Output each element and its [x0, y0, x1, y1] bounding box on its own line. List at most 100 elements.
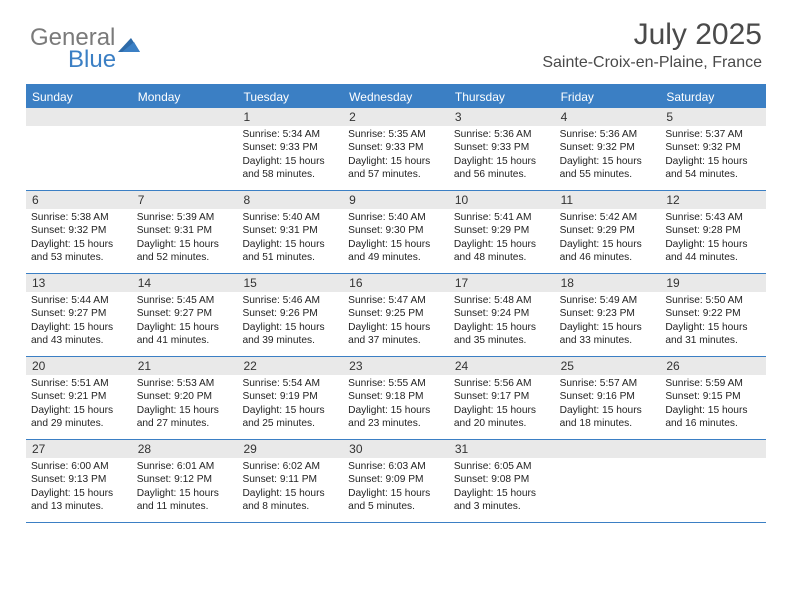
day-cell: 21Sunrise: 5:53 AMSunset: 9:20 PMDayligh… — [132, 357, 238, 439]
day-body: Sunrise: 5:53 AMSunset: 9:20 PMDaylight:… — [132, 375, 238, 435]
day-body: Sunrise: 5:41 AMSunset: 9:29 PMDaylight:… — [449, 209, 555, 269]
day-info-line: Sunset: 9:08 PM — [454, 473, 550, 486]
day-info-line: Sunset: 9:27 PM — [31, 307, 127, 320]
day-number: 10 — [449, 191, 555, 209]
day-body: Sunrise: 5:39 AMSunset: 9:31 PMDaylight:… — [132, 209, 238, 269]
day-cell: 10Sunrise: 5:41 AMSunset: 9:29 PMDayligh… — [449, 191, 555, 273]
day-body: Sunrise: 5:36 AMSunset: 9:32 PMDaylight:… — [555, 126, 661, 186]
day-info-line: Daylight: 15 hours and 43 minutes. — [31, 321, 127, 348]
day-number: 24 — [449, 357, 555, 375]
day-body — [132, 126, 238, 132]
day-cell: 7Sunrise: 5:39 AMSunset: 9:31 PMDaylight… — [132, 191, 238, 273]
day-body — [660, 458, 766, 464]
day-number: 18 — [555, 274, 661, 292]
day-body: Sunrise: 6:00 AMSunset: 9:13 PMDaylight:… — [26, 458, 132, 518]
week-row: 27Sunrise: 6:00 AMSunset: 9:13 PMDayligh… — [26, 440, 766, 523]
day-info-line: Sunset: 9:09 PM — [348, 473, 444, 486]
day-cell: 20Sunrise: 5:51 AMSunset: 9:21 PMDayligh… — [26, 357, 132, 439]
day-info-line: Sunset: 9:28 PM — [665, 224, 761, 237]
day-cell: 3Sunrise: 5:36 AMSunset: 9:33 PMDaylight… — [449, 108, 555, 190]
title-block: July 2025 Sainte-Croix-en-Plaine, France — [542, 18, 762, 72]
day-info-line: Sunrise: 5:36 AM — [454, 128, 550, 141]
day-info-line: Daylight: 15 hours and 54 minutes. — [665, 155, 761, 182]
day-info-line: Sunrise: 6:01 AM — [137, 460, 233, 473]
day-info-line: Sunset: 9:31 PM — [137, 224, 233, 237]
day-body: Sunrise: 6:05 AMSunset: 9:08 PMDaylight:… — [449, 458, 555, 518]
day-number: 20 — [26, 357, 132, 375]
day-info-line: Sunset: 9:25 PM — [348, 307, 444, 320]
day-cell: 28Sunrise: 6:01 AMSunset: 9:12 PMDayligh… — [132, 440, 238, 522]
day-info-line: Sunset: 9:11 PM — [242, 473, 338, 486]
day-info-line: Sunrise: 5:39 AM — [137, 211, 233, 224]
day-info-line: Daylight: 15 hours and 37 minutes. — [348, 321, 444, 348]
day-cell: 2Sunrise: 5:35 AMSunset: 9:33 PMDaylight… — [343, 108, 449, 190]
day-info-line: Sunset: 9:26 PM — [242, 307, 338, 320]
day-info-line: Sunrise: 5:47 AM — [348, 294, 444, 307]
day-info-line: Daylight: 15 hours and 46 minutes. — [560, 238, 656, 265]
day-number: 14 — [132, 274, 238, 292]
day-number: 22 — [237, 357, 343, 375]
day-body: Sunrise: 5:45 AMSunset: 9:27 PMDaylight:… — [132, 292, 238, 352]
month-title: July 2025 — [542, 18, 762, 52]
day-number: 11 — [555, 191, 661, 209]
day-info-line: Daylight: 15 hours and 3 minutes. — [454, 487, 550, 514]
day-info-line: Daylight: 15 hours and 20 minutes. — [454, 404, 550, 431]
day-body: Sunrise: 5:46 AMSunset: 9:26 PMDaylight:… — [237, 292, 343, 352]
logo-icon — [118, 31, 140, 47]
day-info-line: Sunrise: 5:46 AM — [242, 294, 338, 307]
day-body: Sunrise: 5:49 AMSunset: 9:23 PMDaylight:… — [555, 292, 661, 352]
day-header: Friday — [555, 86, 661, 108]
day-cell: 27Sunrise: 6:00 AMSunset: 9:13 PMDayligh… — [26, 440, 132, 522]
day-number: 6 — [26, 191, 132, 209]
page-header: GeneralBlue July 2025 Sainte-Croix-en-Pl… — [0, 0, 792, 80]
day-info-line: Daylight: 15 hours and 23 minutes. — [348, 404, 444, 431]
day-info-line: Daylight: 15 hours and 31 minutes. — [665, 321, 761, 348]
calendar: SundayMondayTuesdayWednesdayThursdayFrid… — [26, 84, 766, 523]
day-number — [132, 108, 238, 126]
day-number: 16 — [343, 274, 449, 292]
day-info-line: Sunset: 9:32 PM — [665, 141, 761, 154]
day-info-line: Sunrise: 5:40 AM — [348, 211, 444, 224]
day-info-line: Daylight: 15 hours and 53 minutes. — [31, 238, 127, 265]
day-info-line: Daylight: 15 hours and 39 minutes. — [242, 321, 338, 348]
day-info-line: Sunset: 9:29 PM — [560, 224, 656, 237]
day-info-line: Sunset: 9:33 PM — [348, 141, 444, 154]
day-cell: 26Sunrise: 5:59 AMSunset: 9:15 PMDayligh… — [660, 357, 766, 439]
day-info-line: Sunrise: 5:45 AM — [137, 294, 233, 307]
week-row: 1Sunrise: 5:34 AMSunset: 9:33 PMDaylight… — [26, 108, 766, 191]
day-info-line: Sunrise: 5:42 AM — [560, 211, 656, 224]
day-info-line: Sunrise: 5:40 AM — [242, 211, 338, 224]
day-number: 3 — [449, 108, 555, 126]
day-header: Saturday — [660, 86, 766, 108]
day-info-line: Daylight: 15 hours and 57 minutes. — [348, 155, 444, 182]
day-cell: 14Sunrise: 5:45 AMSunset: 9:27 PMDayligh… — [132, 274, 238, 356]
day-info-line: Sunrise: 5:49 AM — [560, 294, 656, 307]
day-header: Wednesday — [343, 86, 449, 108]
day-info-line: Sunset: 9:20 PM — [137, 390, 233, 403]
day-body: Sunrise: 6:02 AMSunset: 9:11 PMDaylight:… — [237, 458, 343, 518]
day-body: Sunrise: 5:40 AMSunset: 9:31 PMDaylight:… — [237, 209, 343, 269]
day-number: 15 — [237, 274, 343, 292]
day-info-line: Sunrise: 5:59 AM — [665, 377, 761, 390]
day-info-line: Sunset: 9:29 PM — [454, 224, 550, 237]
day-info-line: Sunrise: 6:03 AM — [348, 460, 444, 473]
day-header: Monday — [132, 86, 238, 108]
day-info-line: Daylight: 15 hours and 56 minutes. — [454, 155, 550, 182]
day-number: 31 — [449, 440, 555, 458]
day-cell: 15Sunrise: 5:46 AMSunset: 9:26 PMDayligh… — [237, 274, 343, 356]
day-body — [555, 458, 661, 464]
day-body: Sunrise: 5:42 AMSunset: 9:29 PMDaylight:… — [555, 209, 661, 269]
day-number: 21 — [132, 357, 238, 375]
day-info-line: Sunset: 9:16 PM — [560, 390, 656, 403]
day-cell — [555, 440, 661, 522]
day-info-line: Sunset: 9:24 PM — [454, 307, 550, 320]
day-info-line: Daylight: 15 hours and 48 minutes. — [454, 238, 550, 265]
day-number: 8 — [237, 191, 343, 209]
day-header: Thursday — [449, 86, 555, 108]
day-body: Sunrise: 5:36 AMSunset: 9:33 PMDaylight:… — [449, 126, 555, 186]
day-info-line: Sunrise: 5:53 AM — [137, 377, 233, 390]
day-info-line: Daylight: 15 hours and 25 minutes. — [242, 404, 338, 431]
day-info-line: Sunrise: 5:43 AM — [665, 211, 761, 224]
day-info-line: Sunset: 9:23 PM — [560, 307, 656, 320]
weeks-container: 1Sunrise: 5:34 AMSunset: 9:33 PMDaylight… — [26, 108, 766, 523]
